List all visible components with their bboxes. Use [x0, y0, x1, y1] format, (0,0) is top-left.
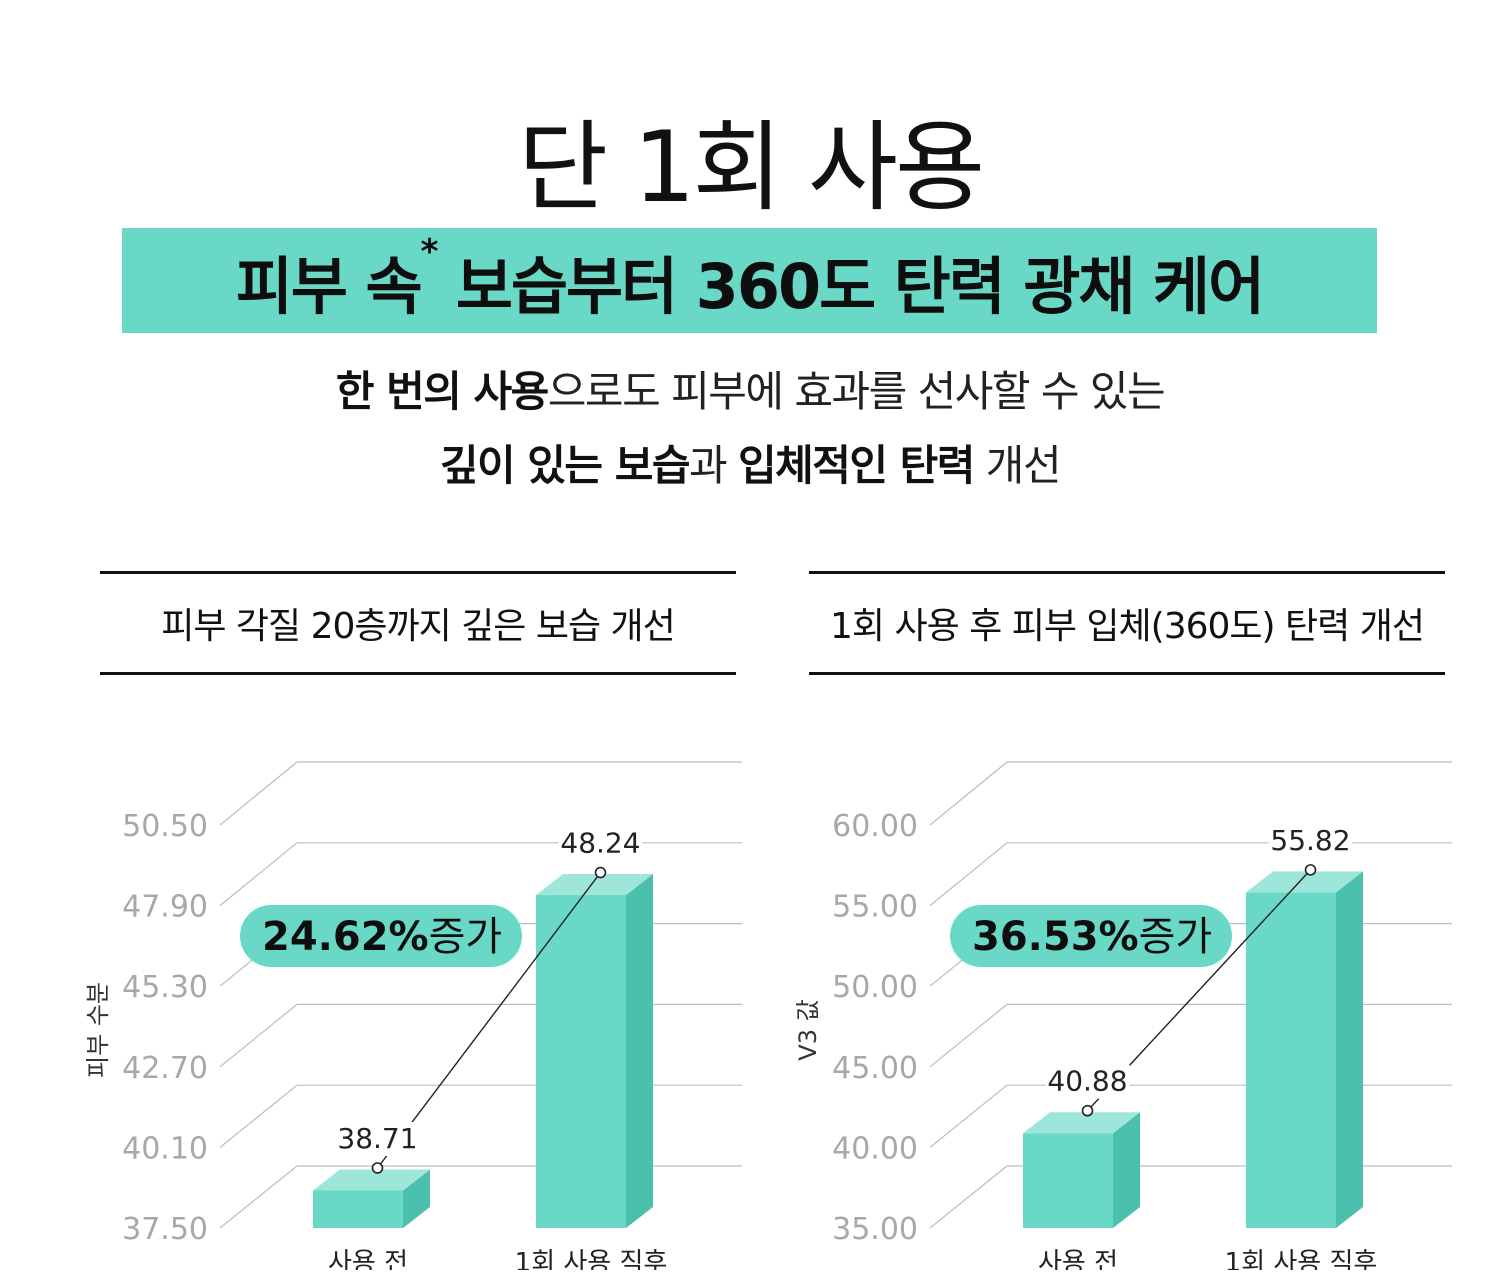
increase-suffix: 증가 [429, 914, 503, 960]
y-tick-label: 42.70 [122, 1051, 208, 1086]
increase-suffix: 증가 [1139, 914, 1213, 960]
desc-2-rest: 개선 [973, 441, 1062, 490]
gridline-diagonal [219, 842, 298, 907]
increase-label: 24.62%증가 [262, 914, 502, 960]
value-marker [371, 1162, 384, 1174]
increase-badge [240, 905, 522, 967]
value-label-bg [558, 826, 643, 861]
desc-1-rest: 으로도 피부에 효과를 선사할 수 있는 [547, 367, 1166, 416]
bar-side-2 [1336, 871, 1363, 1228]
value-label: 40.88 [1047, 1065, 1127, 1098]
y-axis-label: V3 값 [794, 999, 822, 1060]
bar-top-1 [313, 1169, 430, 1191]
headline-asterisk: * [420, 231, 439, 272]
y-tick-label: 60.00 [832, 809, 918, 844]
bar-top-2 [1246, 871, 1363, 893]
increase-percent: 36.53% [972, 914, 1139, 960]
y-axis-label: 피부 수분 [84, 982, 112, 1078]
value-label: 48.24 [560, 827, 640, 860]
value-marker [594, 866, 607, 879]
value-marker [1081, 1104, 1094, 1117]
gridline-diagonal [929, 1084, 1008, 1148]
y-tick-label: 35.00 [832, 1212, 918, 1247]
increase-badge [950, 905, 1232, 967]
increase-label: 36.53%증가 [972, 914, 1212, 960]
elasticity-chart: 60.00 55.00 50.00 45.00 40.00 35.00 V3 값사용 전 1회… [794, 761, 1452, 1270]
y-tick-label: 40.10 [122, 1131, 208, 1166]
x-category-label: 사용 전 [328, 1248, 408, 1270]
page-title: 단 1회 사용 [517, 111, 985, 225]
headline-post: 보습부터 360도 탄력 광채 케어 [436, 249, 1265, 323]
y-tick-label: 55.00 [832, 890, 918, 925]
gridline-diagonal [219, 1003, 298, 1068]
elasticity-section-title: 1회 사용 후 피부 입체(360도) 탄력 개선 [809, 571, 1445, 675]
value-label: 38.71 [337, 1122, 417, 1155]
desc-2-bold-b: 입체적인 탄력 [737, 441, 975, 490]
bar-side-1 [403, 1169, 430, 1228]
value-label-bg [1268, 823, 1353, 858]
y-tick-label: 50.00 [832, 970, 918, 1005]
y-tick-label: 45.30 [122, 970, 208, 1005]
headline-pre: 피부 속 [235, 249, 423, 323]
y-tick-label: 37.50 [122, 1212, 208, 1247]
moisture-section-title: 피부 각질 20층까지 깊은 보습 개선 [100, 571, 736, 675]
y-tick-label: 47.90 [122, 890, 208, 925]
desc-2-bold-a: 깊이 있는 보습 [439, 441, 691, 490]
bar-2 [536, 895, 626, 1228]
bar-2 [1246, 892, 1336, 1228]
bar-1 [1023, 1133, 1113, 1228]
bar-top-1 [1023, 1112, 1140, 1134]
headline-text: 피부 속* 보습부터 360도 탄력 광채 케어 [235, 232, 1265, 326]
value-label: 55.82 [1270, 824, 1350, 857]
description-line-2: 깊이 있는 보습과 입체적인 탄력 개선 [0, 432, 1500, 493]
gridline-diagonal [929, 1165, 1008, 1229]
description-line-1: 한 번의 사용으로도 피부에 효과를 선사할 수 있는 [0, 358, 1500, 419]
desc-2-conj: 과 [688, 441, 738, 490]
bar-1 [313, 1190, 403, 1228]
bar-top-2 [536, 874, 653, 896]
gridline-diagonal [929, 842, 1008, 907]
gridline-diagonal [929, 761, 1008, 826]
trend-connector [376, 872, 602, 1169]
value-marker [1304, 864, 1317, 876]
value-label-bg [1045, 1064, 1130, 1099]
increase-percent: 24.62% [262, 914, 429, 960]
y-tick-label: 50.50 [122, 809, 208, 844]
bar-side-1 [1113, 1112, 1140, 1228]
x-category-label: 1회 사용 직후 [515, 1248, 668, 1270]
y-tick-label: 45.00 [832, 1051, 918, 1086]
bar-side-2 [626, 874, 653, 1228]
desc-1-bold: 한 번의 사용 [335, 367, 549, 416]
gridline-diagonal [219, 761, 298, 826]
gridline-diagonal [219, 1084, 298, 1148]
gridline-diagonal [929, 1003, 1008, 1068]
y-tick-label: 40.00 [832, 1131, 918, 1166]
value-label-bg [335, 1121, 420, 1156]
headline-banner: 피부 속* 보습부터 360도 탄력 광채 케어 [122, 228, 1377, 333]
gridline-diagonal [219, 1165, 298, 1229]
x-category-label: 사용 전 [1038, 1248, 1118, 1270]
x-category-label: 1회 사용 직후 [1225, 1248, 1378, 1270]
